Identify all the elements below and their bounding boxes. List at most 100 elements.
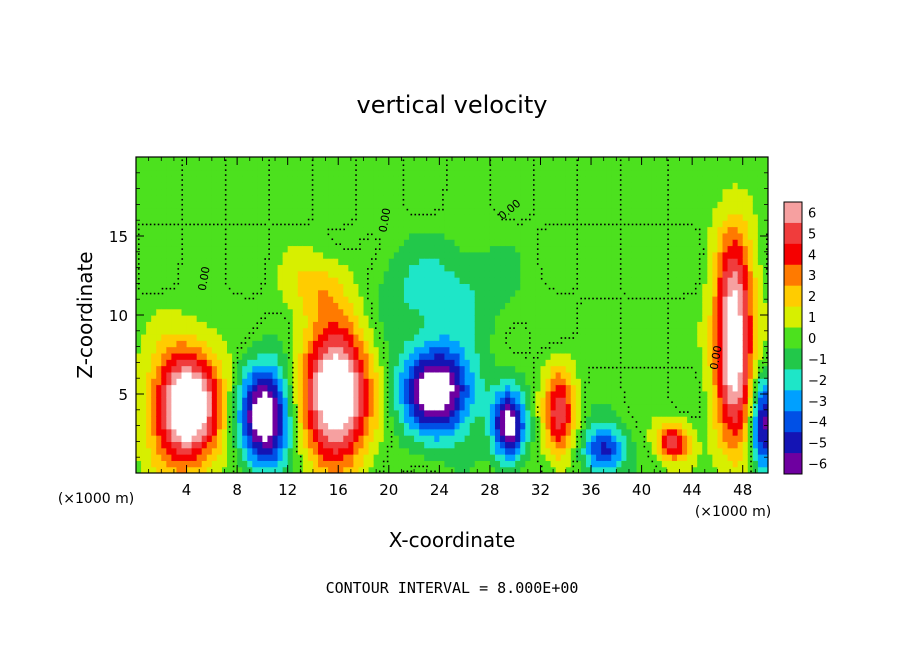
field-cell bbox=[393, 169, 400, 177]
field-cell bbox=[591, 422, 597, 430]
field-cell bbox=[591, 321, 597, 329]
field-cell bbox=[515, 466, 521, 473]
field-cell bbox=[424, 352, 430, 360]
field-cell bbox=[570, 340, 577, 348]
field-cell bbox=[545, 157, 552, 164]
field-cell bbox=[186, 188, 193, 196]
field-cell bbox=[262, 352, 269, 360]
field-cell bbox=[146, 327, 152, 335]
field-cell bbox=[323, 346, 329, 354]
field-cell bbox=[469, 157, 476, 164]
field-cell bbox=[211, 226, 218, 234]
field-cell bbox=[555, 302, 562, 310]
field-cell bbox=[535, 308, 542, 316]
field-cell bbox=[287, 182, 294, 190]
field-cell bbox=[206, 188, 213, 196]
field-cell bbox=[535, 327, 542, 335]
field-cell bbox=[156, 321, 162, 329]
field-cell bbox=[227, 384, 233, 392]
field-cell bbox=[166, 207, 172, 215]
field-cell bbox=[424, 194, 430, 202]
field-cell bbox=[338, 157, 344, 164]
field-cell bbox=[333, 384, 339, 392]
field-cell bbox=[484, 315, 491, 322]
field-cell bbox=[631, 302, 638, 310]
field-cell bbox=[520, 365, 526, 373]
field-cell bbox=[550, 327, 557, 335]
field-cell bbox=[227, 466, 233, 473]
field-cell bbox=[206, 245, 213, 253]
field-cell bbox=[580, 283, 587, 291]
field-cell bbox=[171, 447, 178, 455]
field-cell bbox=[383, 194, 390, 202]
field-cell bbox=[353, 454, 360, 461]
field-cell bbox=[626, 384, 633, 392]
field-cell bbox=[227, 296, 233, 303]
field-cell bbox=[469, 346, 476, 354]
field-cell bbox=[196, 352, 203, 360]
field-cell bbox=[312, 213, 319, 221]
field-cell bbox=[227, 397, 233, 405]
field-cell bbox=[257, 188, 263, 196]
field-cell bbox=[378, 201, 385, 209]
field-cell bbox=[333, 169, 339, 177]
field-cell bbox=[580, 378, 587, 386]
field-cell bbox=[166, 340, 172, 348]
field-cell bbox=[206, 296, 213, 303]
field-cell bbox=[393, 384, 400, 392]
field-cell bbox=[555, 169, 562, 177]
field-cell bbox=[247, 302, 253, 310]
field-cell bbox=[211, 435, 218, 442]
field-cell bbox=[181, 296, 188, 303]
field-cell bbox=[631, 169, 638, 177]
field-cell bbox=[146, 397, 152, 405]
field-cell bbox=[560, 466, 567, 473]
field-cell bbox=[393, 409, 400, 417]
field-cell bbox=[403, 378, 410, 386]
field-cell bbox=[621, 454, 628, 461]
field-cell bbox=[449, 409, 456, 417]
field-cell bbox=[596, 264, 602, 272]
field-cell bbox=[232, 403, 238, 411]
field-cell bbox=[606, 409, 612, 417]
field-cell bbox=[606, 428, 612, 436]
field-cell bbox=[201, 371, 208, 379]
field-cell bbox=[398, 308, 405, 316]
field-cell bbox=[176, 296, 183, 303]
field-cell bbox=[232, 232, 238, 240]
field-cell bbox=[444, 302, 451, 310]
field-cell bbox=[186, 251, 193, 259]
field-cell bbox=[419, 466, 425, 473]
field-cell bbox=[479, 213, 486, 221]
field-cell bbox=[429, 232, 435, 240]
field-cell bbox=[388, 397, 395, 405]
field-cell bbox=[302, 422, 309, 430]
field-cell bbox=[500, 175, 506, 183]
field-cell bbox=[232, 340, 238, 348]
field-cell bbox=[393, 270, 400, 278]
field-cell bbox=[520, 251, 526, 259]
field-cell bbox=[383, 397, 390, 405]
field-cell bbox=[171, 163, 178, 171]
field-cell bbox=[464, 264, 471, 272]
field-cell bbox=[318, 213, 324, 221]
field-cell bbox=[616, 340, 622, 348]
field-cell bbox=[358, 441, 365, 449]
field-cell bbox=[191, 454, 198, 461]
field-cell bbox=[302, 346, 309, 354]
field-cell bbox=[272, 435, 279, 442]
field-cell bbox=[378, 302, 385, 310]
field-cell bbox=[257, 157, 263, 164]
field-cell bbox=[510, 163, 516, 171]
field-cell bbox=[191, 321, 198, 329]
field-cell bbox=[338, 207, 344, 215]
field-cell bbox=[414, 232, 420, 240]
field-cell bbox=[606, 435, 612, 442]
field-cell bbox=[333, 409, 339, 417]
field-cell bbox=[151, 416, 157, 424]
field-cell bbox=[454, 207, 461, 215]
field-cell bbox=[611, 308, 617, 316]
field-cell bbox=[227, 175, 233, 183]
field-cell bbox=[540, 182, 547, 190]
field-cell bbox=[484, 258, 491, 266]
